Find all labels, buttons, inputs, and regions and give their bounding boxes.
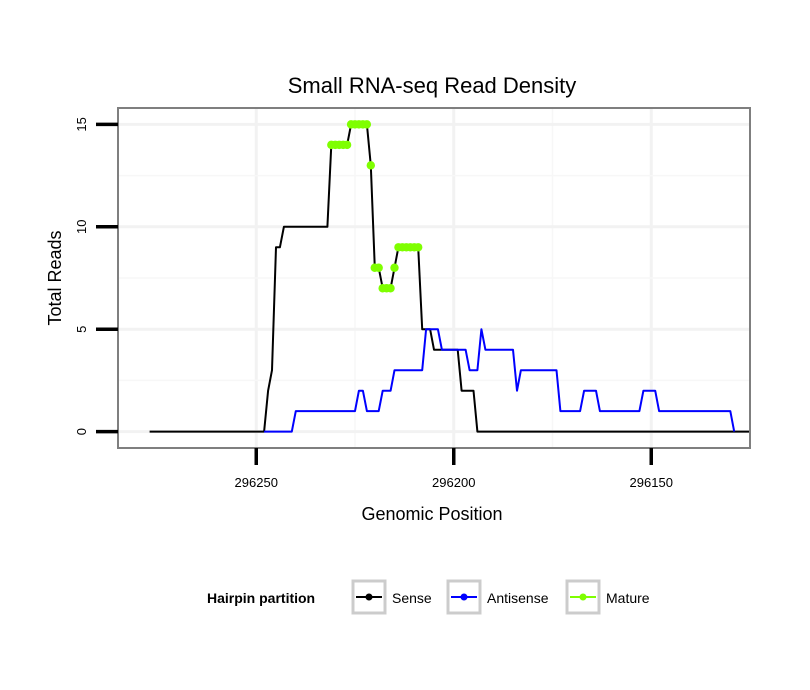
y-tick-label: 5 xyxy=(74,326,89,333)
mature-point xyxy=(414,243,423,252)
series-mature xyxy=(327,120,423,293)
legend-label-mature: Mature xyxy=(606,590,650,606)
x-tick-label: 296150 xyxy=(630,475,673,490)
legend-point-antisense xyxy=(460,593,468,601)
x-axis-label: Genomic Position xyxy=(361,504,502,524)
y-tick-label: 10 xyxy=(74,220,89,234)
legend: Hairpin partition Sense Antisense Mature xyxy=(207,579,650,615)
series-layer xyxy=(149,120,750,433)
y-axis-label: Total Reads xyxy=(45,230,65,325)
legend-point-sense xyxy=(365,593,373,601)
y-tick-label: 15 xyxy=(74,117,89,131)
legend-label-sense: Sense xyxy=(392,590,432,606)
mature-point xyxy=(390,263,399,272)
series-antisense-line xyxy=(264,328,736,433)
mature-point xyxy=(386,284,395,293)
y-tick-label: 0 xyxy=(74,428,89,435)
plot-border xyxy=(117,107,751,449)
x-tick-label: 296250 xyxy=(235,475,278,490)
legend-label-antisense: Antisense xyxy=(487,590,549,606)
y-axis: 0 5 10 15 xyxy=(74,117,118,435)
legend-title: Hairpin partition xyxy=(207,590,315,606)
x-axis: 296250 296200 296150 xyxy=(235,448,673,490)
mature-point xyxy=(366,161,375,170)
legend-point-mature xyxy=(579,593,587,601)
mature-point xyxy=(342,140,352,150)
x-tick-label: 296200 xyxy=(432,475,475,490)
mature-point xyxy=(362,120,372,129)
mature-point xyxy=(374,263,383,272)
chart-title: Small RNA-seq Read Density xyxy=(288,73,577,98)
